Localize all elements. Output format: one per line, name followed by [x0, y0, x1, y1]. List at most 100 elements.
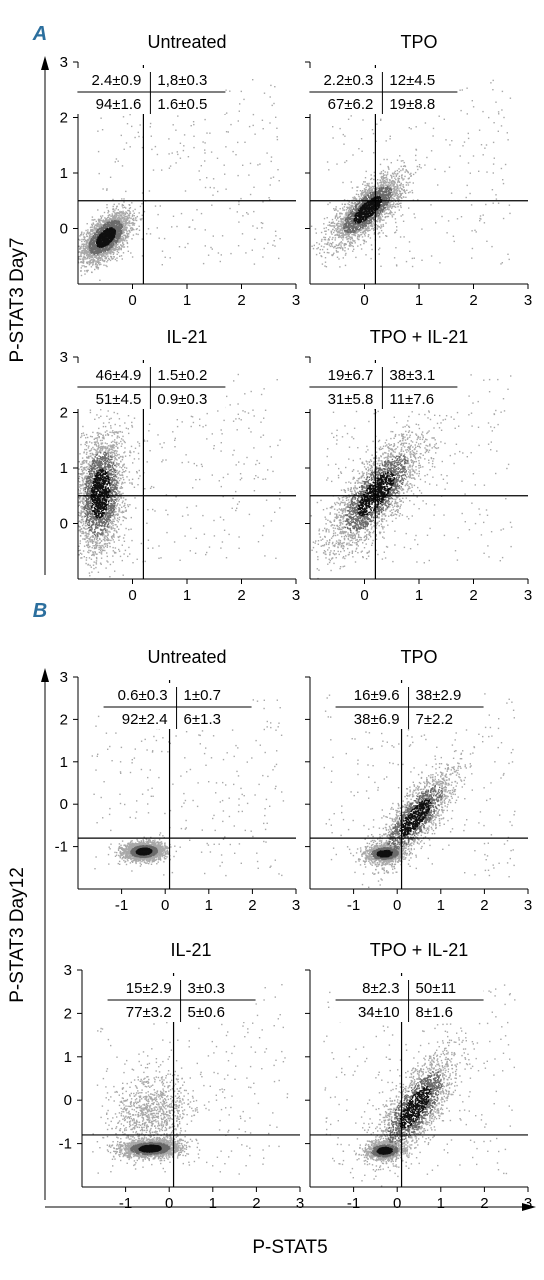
event-dot	[342, 248, 344, 250]
event-dot	[346, 238, 348, 241]
event-dot	[336, 215, 338, 217]
event-dot	[500, 167, 503, 170]
event-dot	[394, 186, 397, 188]
event-dot	[371, 194, 373, 196]
event-dot	[139, 124, 141, 126]
event-dot	[86, 251, 89, 253]
event-dot	[360, 248, 363, 250]
event-dot	[407, 192, 410, 194]
event-dot	[109, 176, 112, 178]
event-dot	[432, 135, 434, 137]
event-dot	[376, 228, 378, 230]
event-dot	[131, 256, 134, 258]
event-dot	[509, 212, 511, 215]
event-dot	[92, 258, 94, 261]
event-dot	[106, 231, 108, 233]
event-dot	[399, 196, 401, 198]
event-dot	[403, 178, 405, 180]
event-dot	[401, 188, 403, 190]
event-dot	[335, 219, 338, 221]
event-dot	[492, 172, 494, 174]
event-dot	[122, 229, 124, 231]
event-dot	[354, 209, 356, 211]
event-dot	[89, 243, 91, 246]
x-axis-title: P-STAT5	[252, 1237, 327, 1258]
event-dot	[354, 197, 356, 200]
event-dot	[98, 242, 101, 244]
event-dot	[356, 231, 358, 234]
event-dot	[352, 250, 354, 252]
event-dot	[363, 233, 366, 235]
event-dot	[338, 225, 340, 228]
event-dot	[82, 259, 85, 261]
event-dot	[397, 193, 400, 196]
event-dot	[335, 216, 337, 218]
event-dot	[446, 232, 448, 234]
event-dot	[394, 193, 397, 196]
event-dot	[342, 227, 345, 229]
event-dot	[421, 228, 423, 230]
event-dot	[98, 249, 101, 251]
event-dot	[84, 253, 86, 256]
event-dot	[327, 229, 330, 231]
event-dot	[82, 234, 85, 236]
event-dot	[109, 251, 111, 253]
event-dot	[390, 196, 393, 198]
event-dot	[388, 202, 390, 204]
event-dot	[79, 246, 81, 248]
event-dot	[108, 216, 110, 219]
event-dot	[375, 224, 377, 226]
event-dot	[86, 235, 89, 238]
event-dot	[91, 244, 93, 246]
event-dot	[394, 170, 396, 173]
event-dot	[123, 218, 125, 221]
event-dot	[118, 222, 121, 224]
event-dot	[129, 204, 131, 206]
event-dot	[237, 120, 239, 122]
event-dot	[86, 256, 89, 258]
event-dot	[90, 233, 92, 235]
event-dot	[376, 212, 378, 214]
event-dot	[402, 165, 405, 167]
event-dot	[367, 193, 370, 195]
event-dot	[112, 209, 114, 211]
event-dot	[355, 210, 357, 212]
event-dot	[328, 238, 330, 240]
event-dot	[115, 234, 118, 236]
event-dot	[210, 151, 213, 153]
event-dot	[386, 158, 388, 161]
event-dot	[104, 255, 106, 257]
event-dot	[398, 188, 400, 190]
event-dot	[106, 235, 108, 238]
event-dot	[342, 181, 344, 184]
event-dot	[385, 212, 387, 215]
event-dot	[101, 219, 103, 222]
event-dot	[408, 177, 410, 179]
event-dot	[348, 212, 350, 214]
event-dot	[352, 206, 354, 208]
event-dot	[383, 183, 385, 185]
event-dot	[110, 222, 112, 225]
event-dot	[339, 266, 341, 268]
event-dot	[112, 227, 114, 229]
event-dot	[269, 96, 271, 98]
event-dot	[384, 180, 386, 182]
event-dot	[116, 219, 118, 221]
event-dot	[354, 202, 357, 204]
event-dot	[460, 216, 463, 218]
event-dot	[405, 169, 407, 172]
event-dot	[381, 190, 383, 192]
event-dot	[102, 259, 104, 261]
event-dot	[273, 102, 275, 105]
event-dot	[357, 186, 359, 188]
event-dot	[387, 195, 389, 197]
event-dot	[95, 243, 97, 245]
event-dot	[406, 189, 408, 191]
event-dot	[126, 235, 129, 237]
event-dot	[501, 262, 503, 264]
event-dot	[112, 222, 115, 225]
event-dot	[497, 202, 500, 204]
event-dot	[97, 150, 100, 153]
event-dot	[342, 228, 345, 231]
